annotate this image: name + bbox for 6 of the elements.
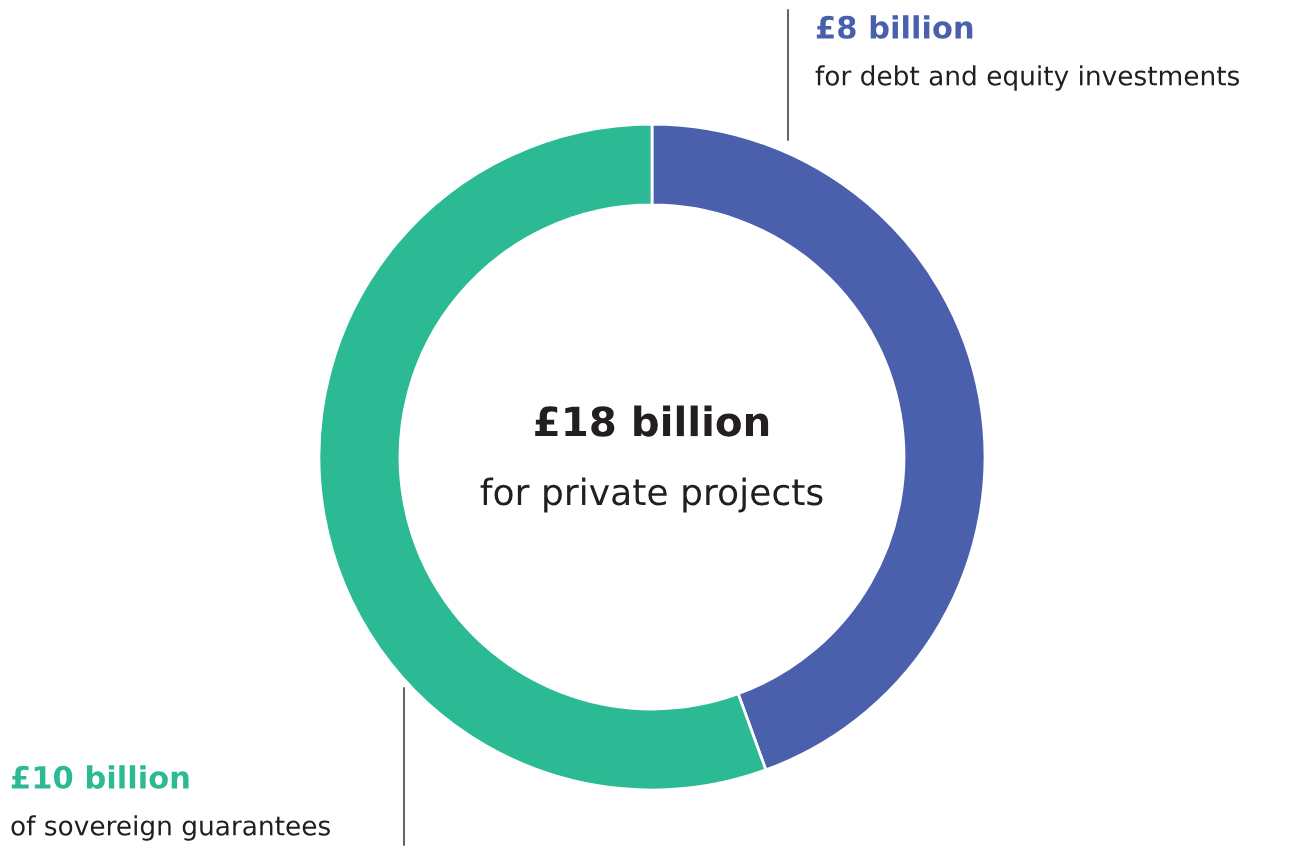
text: for private projects xyxy=(480,477,823,513)
text: £18 billion xyxy=(535,405,769,437)
slice-label: of sovereign guarantees xyxy=(11,815,330,841)
data-label: £8 billion xyxy=(816,15,973,39)
data-label: £10 billion xyxy=(11,765,189,789)
slice-label: for debt and equity investments xyxy=(815,65,1240,91)
